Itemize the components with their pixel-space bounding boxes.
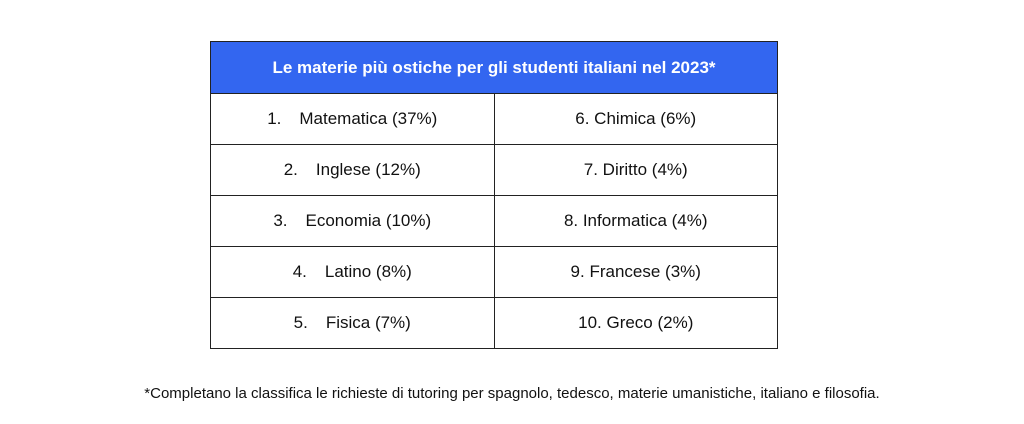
footnote: *Completano la classifica le richieste d… <box>144 385 880 402</box>
subject: Fisica (7%) <box>325 313 411 332</box>
rank-number: 3. <box>273 211 288 230</box>
table-row: 4. Latino (8%) 9. Francese (3%) <box>210 246 778 298</box>
subject: Inglese (12%) <box>315 160 421 179</box>
rank-number: 4. <box>292 262 307 281</box>
table-row: 5. Fisica (7%) 10. Greco (2%) <box>210 297 778 349</box>
rank-number: 2. <box>283 160 298 179</box>
rank-number: 1. <box>267 109 282 128</box>
table-body: 1. Matematica (37%) 6. Chimica (6%) 2. Ingle… <box>210 93 778 349</box>
right-cell: 8. Informatica (4%) <box>493 195 778 247</box>
right-cell: 10. Greco (2%) <box>493 297 778 349</box>
ranking-table: Le materie più ostiche per gli studenti … <box>210 41 778 349</box>
left-cell: 2. Inglese (12%) <box>210 144 495 196</box>
rank-number: 5. <box>293 313 308 332</box>
right-cell: 9. Francese (3%) <box>493 246 778 298</box>
right-cell: 6. Chimica (6%) <box>493 93 778 145</box>
table-row: 2. Inglese (12%) 7. Diritto (4%) <box>210 144 778 196</box>
subject: Economia (10%) <box>305 211 432 230</box>
table-row: 1. Matematica (37%) 6. Chimica (6%) <box>210 93 778 145</box>
left-cell: 1. Matematica (37%) <box>210 93 495 145</box>
subject: Latino (8%) <box>324 262 412 281</box>
left-cell: 4. Latino (8%) <box>210 246 495 298</box>
subject: Matematica (37%) <box>299 109 438 128</box>
table-title: Le materie più ostiche per gli studenti … <box>210 41 778 94</box>
table-row: 3. Economia (10%) 8. Informatica (4%) <box>210 195 778 247</box>
left-cell: 3. Economia (10%) <box>210 195 495 247</box>
right-cell: 7. Diritto (4%) <box>493 144 778 196</box>
left-cell: 5. Fisica (7%) <box>210 297 495 349</box>
